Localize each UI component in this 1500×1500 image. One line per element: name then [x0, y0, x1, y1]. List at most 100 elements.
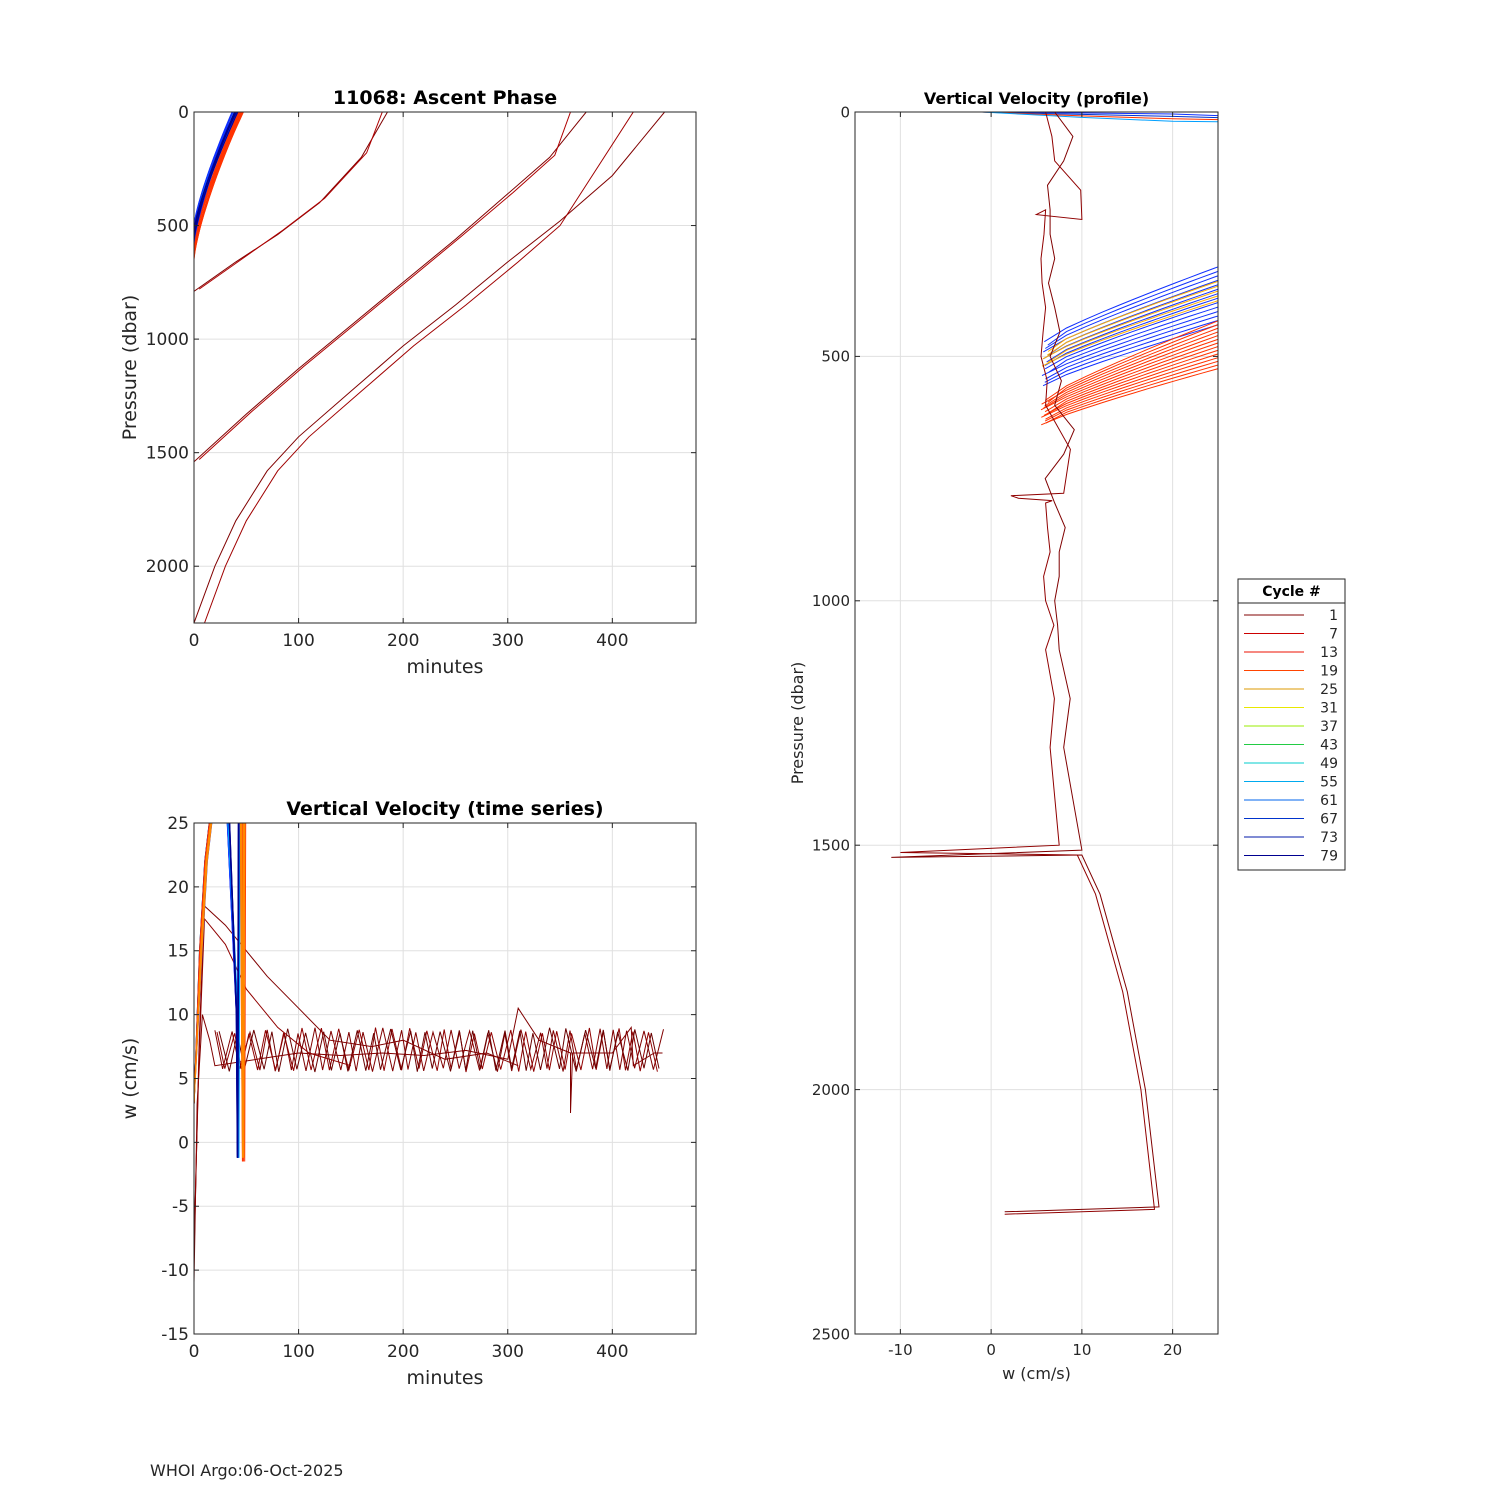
plot-lines: [194, 823, 664, 1283]
x-axis-label: w (cm/s): [1002, 1364, 1071, 1383]
profile-surface-line: [1045, 357, 1218, 420]
profile-surface-line: [1047, 270, 1218, 346]
profile-surface-line: [1044, 331, 1218, 407]
x-tick-label: 300: [492, 1342, 524, 1362]
axes-frame: [854, 111, 1219, 1335]
x-tick-label: -10: [888, 1341, 913, 1359]
legend-label: 7: [1329, 627, 1338, 643]
profile-surface-line: [1042, 324, 1218, 387]
profile-surface-line: [1040, 338, 1218, 411]
y-tick-label: 2000: [812, 1081, 850, 1099]
cycle-legend: Cycle # 1 7 13 19 25 31 37 43 49 55 61 67 73 79: [1237, 578, 1346, 871]
x-axis-label: minutes: [407, 656, 484, 678]
x-axis-label: minutes: [407, 1367, 484, 1389]
legend-label: 43: [1320, 738, 1338, 754]
y-tick-label: 1000: [146, 330, 189, 350]
y-tick-label: 25: [167, 814, 189, 834]
ascent-profile-line: [194, 112, 233, 228]
x-tick-label: 0: [986, 1341, 996, 1359]
y-tick-label: 1500: [812, 836, 850, 854]
chart-title: Vertical Velocity (time series): [286, 798, 603, 820]
profile-surface-line: [1043, 288, 1218, 360]
profile-surface-line: [1047, 280, 1218, 352]
y-tick-label: 500: [157, 217, 189, 237]
velocity-series-line: [194, 1006, 663, 1283]
y-tick-label: 0: [840, 103, 850, 121]
plot-area: [194, 112, 696, 623]
axes-frame: [193, 822, 697, 1335]
velocity-series-line: [214, 1027, 664, 1072]
profile-surface-line: [1044, 302, 1218, 370]
profile-surface-line: [1041, 353, 1218, 418]
profile-surface-line: [1044, 297, 1218, 366]
chart-title: 11068: Ascent Phase: [333, 87, 557, 109]
profile-surface-line: [1042, 290, 1218, 360]
y-tick-label: 10: [167, 1006, 189, 1026]
ascent-profile-line: [194, 112, 235, 235]
ascent-profile-line: [194, 112, 236, 242]
profile-surface-line: [1041, 368, 1218, 426]
x-tick-label: 0: [189, 631, 200, 651]
profile-surface-line: [1045, 315, 1218, 380]
profile-surface-line: [981, 112, 1218, 121]
y-tick-label: 20: [167, 878, 189, 898]
legend-label: 31: [1320, 701, 1338, 717]
profile-surface-line: [1047, 324, 1218, 403]
legend-label: 19: [1320, 664, 1338, 680]
ascent-phase-chart: 0 100 200 300 400 0 500 1000 1500 2000 11068: Asce…: [119, 87, 697, 678]
ascent-profile-line: [194, 112, 587, 463]
profile-surface-line: [1041, 310, 1218, 377]
profile-surface-line: [1048, 306, 1218, 373]
profile-surface-line: [1046, 293, 1218, 363]
x-tick-label: 0: [189, 1342, 200, 1362]
y-tick-label: 5: [178, 1069, 189, 1089]
ascent-profile-line: [194, 112, 665, 623]
y-tick-label: 15: [167, 942, 189, 962]
profile-surface-line: [1044, 266, 1218, 343]
plot-lines: [194, 112, 665, 623]
profile-surface-line: [1045, 275, 1218, 349]
velocity-spike-line: [194, 823, 245, 1158]
ascent-profile-line: [198, 112, 383, 290]
x-tick-label: 100: [282, 1342, 314, 1362]
y-tick-label: 1000: [812, 592, 850, 610]
profile-surface-line: [981, 112, 1218, 119]
y-axis-label: w (cm/s): [119, 1038, 141, 1120]
legend-label: 79: [1320, 849, 1338, 865]
x-tick-label: 200: [387, 1342, 419, 1362]
profile-surface-line: [1044, 320, 1218, 401]
y-tick-label: -5: [172, 1197, 189, 1217]
ascent-profile-line: [194, 112, 239, 260]
x-tick-label: 400: [596, 1342, 628, 1362]
y-tick-label: 0: [178, 1133, 189, 1153]
axes-frame: [193, 111, 697, 624]
ascent-profile-line: [204, 112, 634, 623]
legend-label: 25: [1320, 682, 1338, 698]
x-tick-label: 20: [1163, 1341, 1182, 1359]
footer-stamp: WHOI Argo:06-Oct-2025: [150, 1461, 344, 1480]
profile-surface-line: [1043, 349, 1218, 416]
y-axis-label: Pressure (dbar): [119, 295, 141, 441]
profile-surface-line: [1044, 360, 1218, 422]
profile-surface-line: [1047, 285, 1218, 356]
velocity-profile-chart: -10 0 10 20 0 500 1000 1500 2000 2500 Vertical Vel…: [788, 89, 1219, 1383]
profile-surface-line: [1043, 335, 1218, 409]
legend-label: 49: [1320, 756, 1338, 772]
x-tick-label: 400: [596, 631, 628, 651]
profile-surface-line: [1041, 327, 1218, 405]
profile-surface-line: [1047, 295, 1218, 363]
profile-surface-line: [1041, 300, 1218, 367]
ascent-profile-line: [198, 112, 571, 460]
y-tick-label: 2000: [146, 557, 189, 577]
y-tick-label: 0: [178, 103, 189, 123]
plot-lines: [891, 112, 1218, 1215]
plot-area: [855, 112, 1218, 1334]
velocity-timeseries-chart: 0 100 200 300 400 -15 -10 -5 0 5 10 15 20 25 Vertical …: [119, 798, 697, 1389]
legend-box: [1237, 578, 1346, 871]
profile-surface-line: [1044, 342, 1218, 413]
velocity-series-line: [218, 1027, 660, 1073]
legend-title: Cycle #: [1262, 584, 1321, 600]
chart-title: Vertical Velocity (profile): [924, 89, 1149, 108]
y-axis-label: Pressure (dbar): [788, 662, 807, 785]
